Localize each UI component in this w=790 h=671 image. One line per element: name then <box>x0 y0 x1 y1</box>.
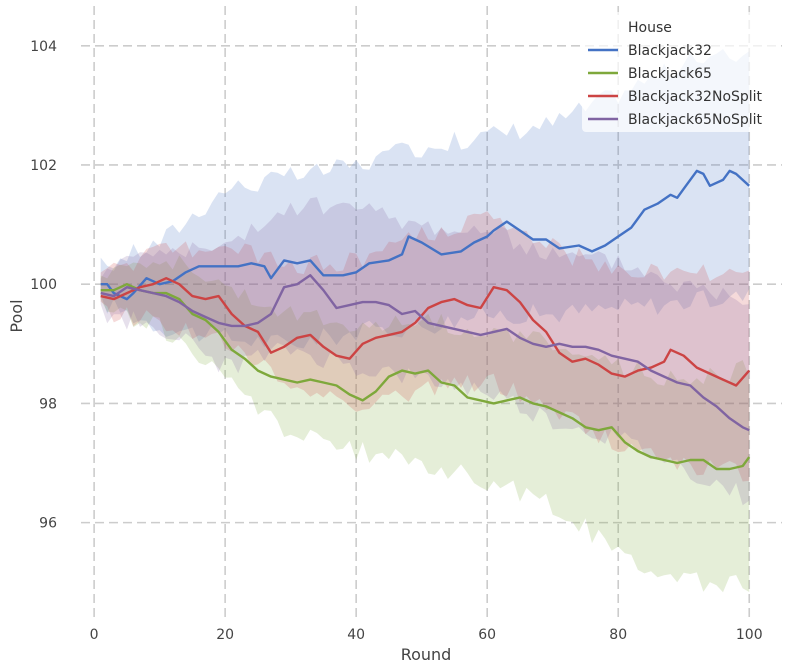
line-blackjack65nosplit <box>100 274 750 432</box>
legend-item-blackjack32: Blackjack32 <box>588 43 712 59</box>
legend: House Blackjack32 Blackjack65 Blackjack32N… <box>582 12 776 132</box>
y-tick-label: 102 <box>30 158 57 174</box>
line-blackjack65 <box>100 283 751 471</box>
band-blackjack32nosplit <box>100 211 750 482</box>
series-lines <box>100 169 751 471</box>
legend-label: Blackjack65NoSplit <box>628 112 763 128</box>
y-tick-label: 104 <box>30 39 57 55</box>
x-tick-label: 60 <box>478 627 496 643</box>
x-axis-label: Round <box>401 645 452 664</box>
x-tick-label: 100 <box>736 627 763 643</box>
x-tick-labels: 0 20 40 60 80 100 <box>90 627 763 643</box>
y-tick-label: 98 <box>39 396 57 412</box>
y-axis-label: Pool <box>7 299 26 332</box>
x-tick-label: 0 <box>90 627 99 643</box>
legend-label: Blackjack32 <box>628 43 712 59</box>
legend-title: House <box>628 20 672 36</box>
legend-label: Blackjack32NoSplit <box>628 89 763 105</box>
y-grid <box>81 44 782 524</box>
legend-item-blackjack65: Blackjack65 <box>588 66 712 82</box>
legend-box <box>582 12 776 132</box>
y-tick-label: 100 <box>30 277 57 293</box>
legend-item-blackjack65nosplit: Blackjack65NoSplit <box>588 112 763 128</box>
legend-items: Blackjack32 Blackjack65 Blackjack32NoSplit… <box>588 43 763 128</box>
x-tick-label: 20 <box>216 627 234 643</box>
legend-item-blackjack32nosplit: Blackjack32NoSplit <box>588 89 763 105</box>
y-tick-label: 96 <box>39 516 57 532</box>
x-tick-label: 40 <box>347 627 365 643</box>
x-tick-label: 80 <box>609 627 627 643</box>
line-blackjack32 <box>100 169 751 301</box>
y-tick-labels: 96 98 100 102 104 <box>30 39 57 532</box>
legend-label: Blackjack65 <box>628 66 712 82</box>
